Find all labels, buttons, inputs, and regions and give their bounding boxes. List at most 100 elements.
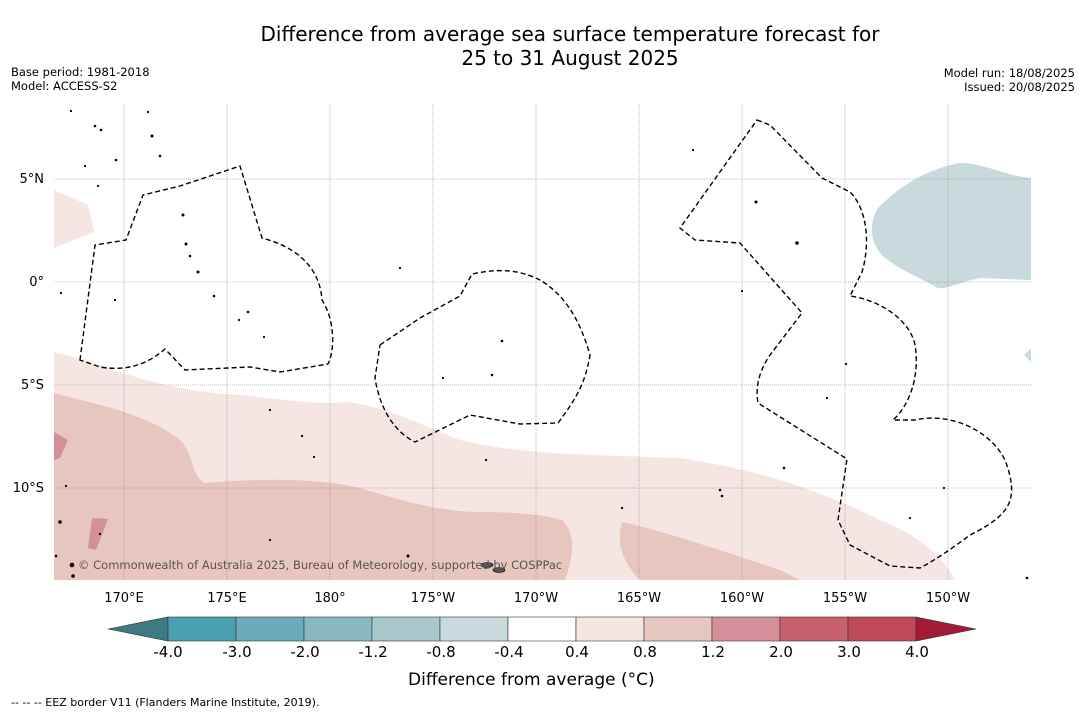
- meta-right: Model run: 18/08/2025 Issued: 20/08/2025: [944, 66, 1075, 94]
- colorbar-segment: [439, 616, 509, 642]
- island: [268, 408, 272, 412]
- island: [64, 484, 68, 488]
- island: [237, 318, 241, 322]
- lat-label-0: 0°: [29, 275, 44, 290]
- island: [83, 164, 87, 168]
- island: [795, 241, 799, 245]
- anomaly-1.2-2.0-patch-a: [54, 432, 68, 460]
- colorbar-tick: -2.0: [290, 643, 320, 661]
- lat-label-10s: 10°S: [13, 481, 44, 496]
- colorbar-label: Difference from average (°C): [408, 670, 655, 690]
- colorbar-segment: [303, 616, 373, 642]
- lat-label-5n: 5°N: [20, 172, 45, 187]
- graticule: [54, 104, 1031, 580]
- colorbar-tick: -1.2: [358, 643, 388, 661]
- colorbar-tick: -3.0: [222, 643, 252, 661]
- island: [825, 396, 829, 400]
- island: [114, 158, 118, 162]
- island: [99, 128, 103, 132]
- island: [196, 270, 200, 274]
- island: [98, 532, 102, 536]
- base-period: Base period: 1981-2018: [11, 65, 150, 79]
- lon-label-165w: 165°W: [617, 591, 661, 606]
- lon-axis: 170°E 175°E 180° 175°W 170°W 165°W 160°W…: [104, 591, 970, 606]
- colorbar-tick: 3.0: [837, 643, 861, 661]
- colorbar-tick: 4.0: [905, 643, 929, 661]
- island: [691, 148, 695, 152]
- island: [69, 562, 75, 568]
- anomaly-0.4-0.8-patch-west: [54, 190, 94, 248]
- lon-label-160w: 160°W: [720, 591, 764, 606]
- lon-label-170e: 170°E: [104, 591, 144, 606]
- colorbar-extend-high: [915, 616, 977, 642]
- meta-left: Base period: 1981-2018 Model: ACCESS-S2: [11, 65, 150, 93]
- eez-border-kiribati-west: [79, 165, 334, 373]
- islands: [54, 109, 1029, 580]
- lon-label-170w: 170°W: [514, 591, 558, 606]
- model-name: Model: ACCESS-S2: [11, 79, 118, 93]
- copyright-notice: © Commonwealth of Australia 2025, Bureau…: [78, 558, 563, 572]
- island: [188, 254, 192, 258]
- island: [406, 554, 410, 558]
- island: [942, 486, 946, 490]
- anomaly-neg-patch-edge: [1024, 348, 1031, 362]
- colorbar-tick: -0.8: [426, 643, 456, 661]
- anomaly-neg-0.4-0.8-patch: [871, 163, 1031, 289]
- title-line-1: Difference from average sea surface temp…: [260, 22, 880, 46]
- island: [93, 124, 97, 128]
- island: [1025, 576, 1029, 580]
- island: [59, 291, 63, 295]
- island: [484, 458, 488, 462]
- island: [158, 154, 162, 158]
- lon-label-175w: 175°W: [411, 591, 455, 606]
- anomaly-0.8-1.2-patch-east: [619, 522, 800, 580]
- lon-label-175e: 175°E: [207, 591, 247, 606]
- island: [184, 242, 188, 246]
- lon-label-150w: 150°W: [926, 591, 970, 606]
- island: [69, 109, 73, 113]
- island: [181, 213, 185, 217]
- lat-label-5s: 5°S: [21, 378, 44, 393]
- island: [146, 110, 150, 114]
- colorbar-segment: [371, 616, 441, 642]
- island: [782, 466, 786, 470]
- island: [312, 455, 316, 459]
- island: [740, 289, 744, 293]
- island: [262, 335, 266, 339]
- model-run: Model run: 18/08/2025: [943, 66, 1075, 80]
- island: [54, 554, 58, 558]
- colorbar-extend-low: [107, 616, 169, 642]
- island: [490, 373, 494, 377]
- issued-date: Issued: 20/08/2025: [964, 80, 1075, 94]
- island: [58, 520, 62, 524]
- colorbar: [107, 616, 977, 642]
- lat-axis: 5°N 0° 5°S 10°S: [13, 172, 44, 496]
- island: [718, 488, 722, 492]
- eez-border-central: [374, 269, 591, 443]
- island: [720, 494, 724, 498]
- island: [844, 362, 848, 366]
- lon-label-180: 180°: [314, 591, 345, 606]
- colorbar-tick: 0.4: [565, 643, 589, 661]
- colorbar-segment: [167, 616, 237, 642]
- colorbar-tick: -0.4: [494, 643, 524, 661]
- island: [620, 506, 624, 510]
- colorbar-tick: 1.2: [701, 643, 725, 661]
- colorbar-segment: [779, 616, 849, 642]
- colorbar-segment: [847, 616, 917, 642]
- island: [908, 516, 912, 520]
- colorbar-segment: [507, 616, 577, 642]
- island: [246, 310, 250, 314]
- colorbar-segment: [711, 616, 781, 642]
- island: [398, 266, 402, 270]
- anomaly-1.2-2.0-patch-b: [88, 518, 108, 550]
- island: [300, 434, 304, 438]
- island: [150, 134, 154, 138]
- eez-border-line-islands: [679, 119, 1013, 569]
- island: [71, 574, 75, 578]
- island: [441, 376, 445, 380]
- colorbar-segment: [235, 616, 305, 642]
- eez-borders: [79, 119, 1013, 569]
- island: [754, 200, 758, 204]
- title-line-2: 25 to 31 August 2025: [461, 46, 679, 70]
